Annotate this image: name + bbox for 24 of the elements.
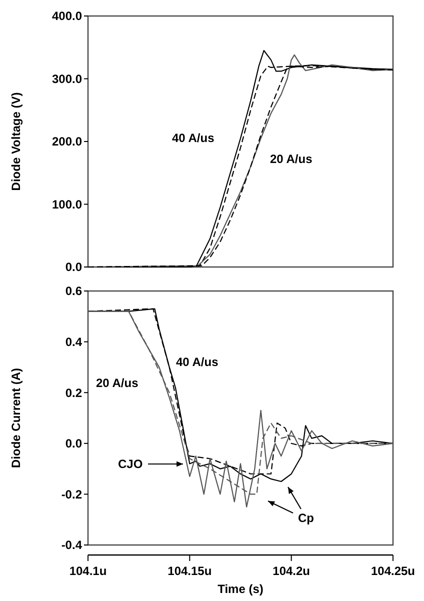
y-tick-label: 400.0: [52, 9, 82, 24]
y-axis-title: Diode Voltage (V): [9, 92, 23, 191]
annotation: 40 A/us: [172, 131, 215, 146]
y-tick-label: 0.0: [65, 436, 82, 451]
y-tick-label: 0.2: [65, 386, 82, 400]
annotation: 20 A/us: [96, 376, 139, 390]
y-tick-label: 0.6: [65, 284, 82, 298]
annotation: 40 A/us: [176, 355, 219, 370]
x-tick-label: 104.1u: [69, 564, 107, 578]
y-axis-title: Diode Current (A): [9, 368, 23, 468]
y-tick-label: 0.4: [65, 335, 82, 349]
y-tick-label: 100.0: [52, 197, 82, 212]
y-tick-label: -0.4: [61, 538, 82, 552]
annotation: 20 A/us: [270, 152, 313, 166]
y-tick-label: 200.0: [52, 134, 82, 149]
y-tick-label: 0.0: [65, 260, 82, 274]
x-axis-title: Time (s): [218, 582, 264, 596]
y-tick-label: 300.0: [52, 72, 82, 86]
annotation: Cp: [298, 511, 314, 526]
y-tick-label: -0.2: [61, 487, 82, 502]
x-tick-label: 104.15u: [168, 564, 212, 578]
x-tick-label: 104.2u: [272, 564, 310, 578]
annotation: CJO: [118, 457, 143, 472]
x-tick-label: 104.25u: [370, 564, 416, 578]
